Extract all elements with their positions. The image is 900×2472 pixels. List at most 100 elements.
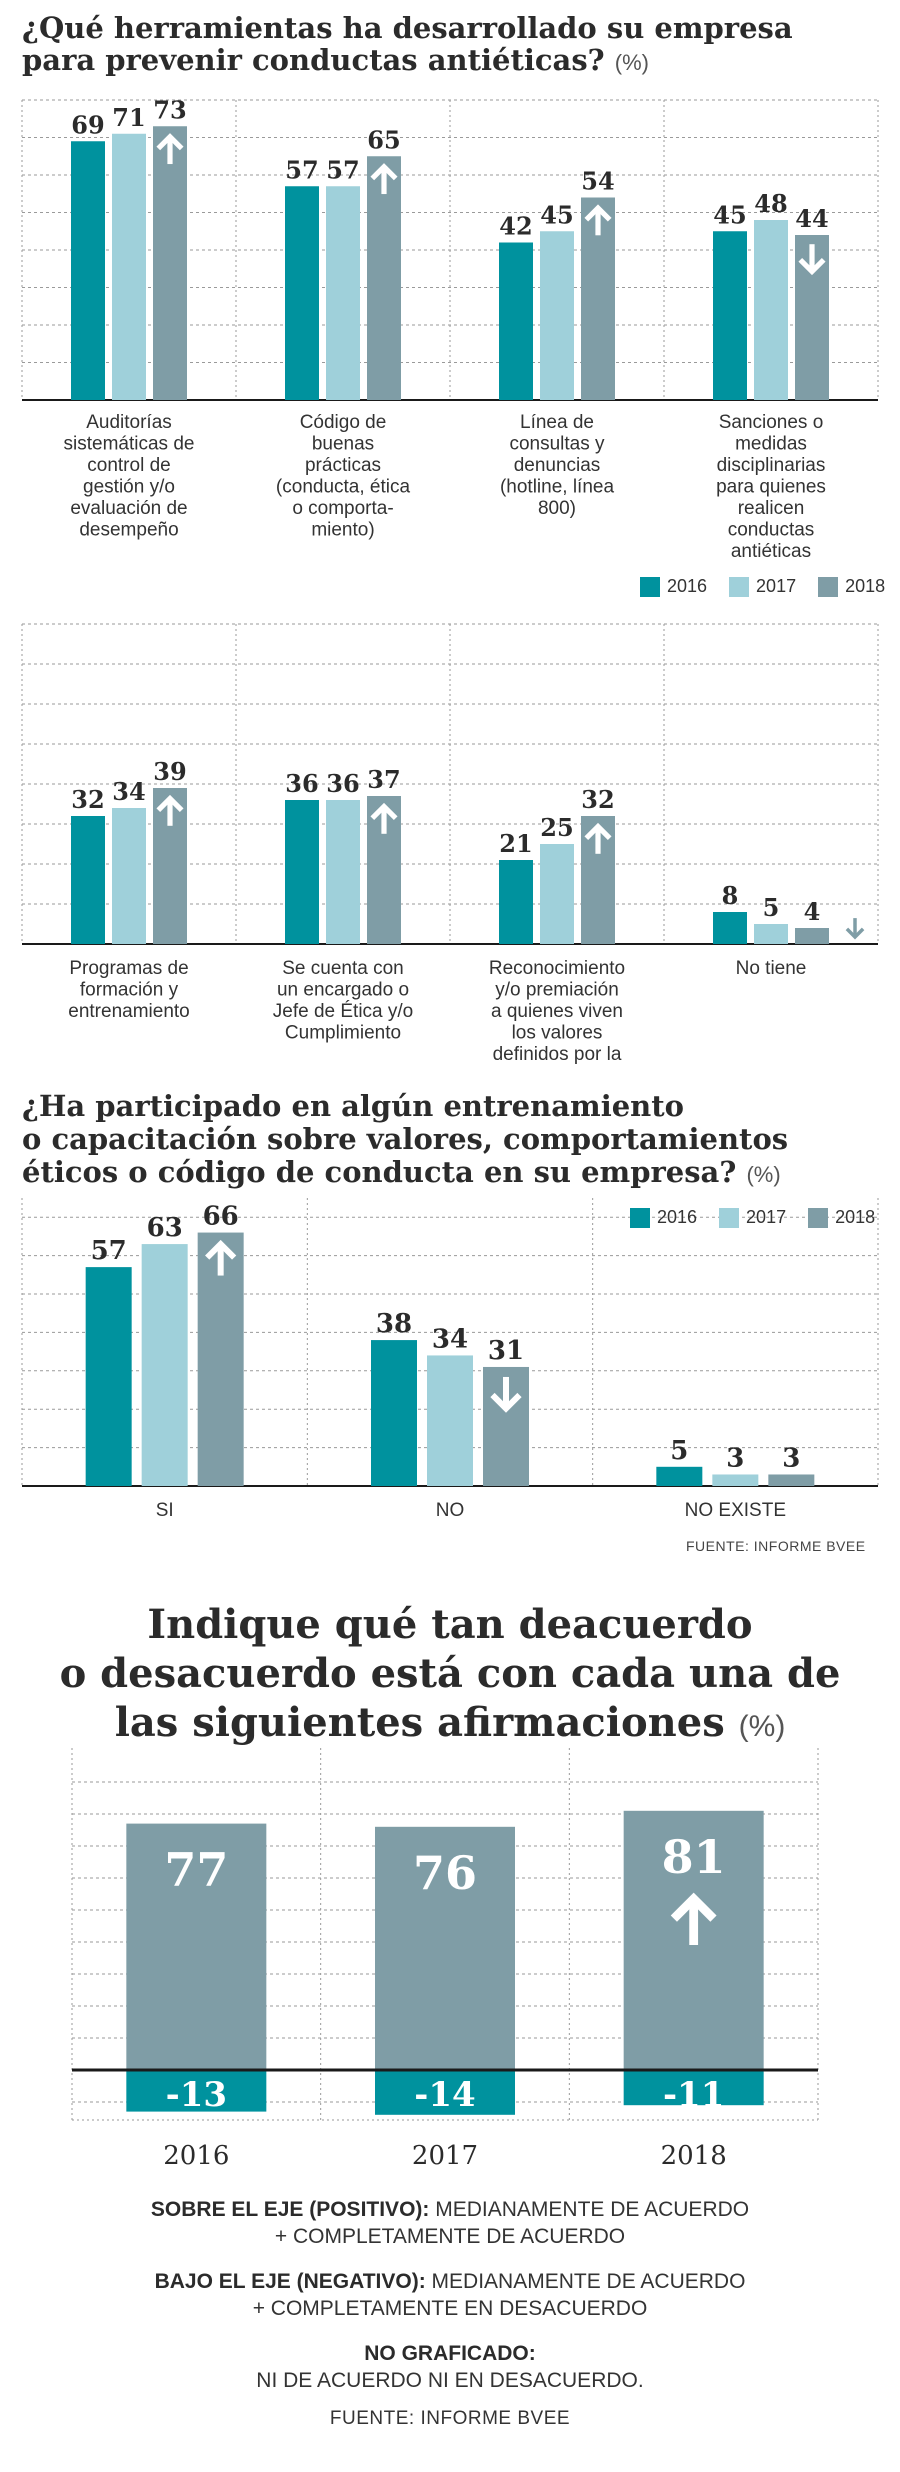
legend2-label-2017: 2017 [746, 1207, 787, 1227]
chart2-category-label-2-line-3: los valores [512, 1023, 603, 1044]
section3-title-line3: las siguientes afirmaciones (%) [0, 1698, 900, 1751]
chart2-bar-0-2017 [112, 808, 146, 944]
chart3-value-label-2-2018: 3 [782, 1443, 800, 1473]
chart2-category-label-0-line-2: entrenamiento [68, 1001, 189, 1022]
chart3-bar-2-2016 [656, 1466, 703, 1486]
chart1-category-label-0-line-4: evaluación de [70, 498, 187, 519]
chart2-value-label-1-2017: 36 [326, 769, 359, 798]
chart1-category-label-3-line-5: conductas [728, 520, 815, 541]
section2-source: FUENTE: INFORME BVEE [686, 1538, 866, 1554]
chart1-trend-arrow-2 [584, 204, 612, 236]
chart1-category-label-2-line-4: 800) [538, 498, 576, 519]
chart3-bar-2-2018 [768, 1474, 815, 1486]
chart2-category-label-2-line-4: definidos por la [493, 1044, 622, 1065]
chart4-negative-label-2017: -14 [414, 2075, 475, 2115]
chart4-trend-arrow-2018-stroke-1 [670, 1892, 717, 1922]
chart1-category-label-1-line-0: Código de [300, 412, 387, 433]
legend-label-2016: 2016 [667, 576, 708, 596]
chart2-bar-0-2016 [71, 816, 105, 944]
section2-title-line3-text: éticos o código de conducta en su empres… [22, 1155, 737, 1189]
chart4-category-label-2016: 2016 [163, 2141, 229, 2171]
chart2-value-label-2-2016: 21 [499, 829, 532, 858]
chart2-bar-3-2018 [795, 928, 829, 944]
chart1-category-label-3-line-4: realicen [738, 498, 805, 519]
notes-negative-label: BAJO EL EJE (NEGATIVO): [154, 2270, 426, 2293]
legend-1: 2016 2017 2018 [640, 576, 885, 597]
section2-title: ¿Ha participado en algún entrenamiento o… [22, 1090, 788, 1191]
chart1-category-label-3-line-6: antiéticas [731, 541, 811, 560]
chart1-value-label-2-2018: 54 [581, 167, 614, 196]
chart1-bar-1-2016 [285, 186, 319, 400]
legend2-swatch-2017 [719, 1207, 740, 1228]
legend2-item-2016: 2016 [630, 1207, 697, 1228]
chart3-bar-0-2016 [85, 1267, 132, 1486]
chart1-value-label-0-2017: 71 [112, 103, 145, 132]
chart-training: 57 63 66 SI 38 34 31 NO 5 3 3 NO EXISTE [21, 1198, 879, 1521]
chart1-value-label-3-2017: 48 [754, 189, 787, 218]
notes-positive-label: SOBRE EL EJE (POSITIVO): [150, 2198, 430, 2221]
chart3-value-label-1-2016: 38 [376, 1309, 412, 1339]
chart1-category-label-1-line-5: miento) [311, 520, 374, 541]
legend-swatch-2016 [640, 576, 660, 597]
legend2-swatch-2018 [808, 1207, 829, 1228]
chart1-category-label-3-line-3: para quienes [716, 477, 826, 498]
chart4-positive-label-2017: 76 [413, 1846, 477, 1900]
chart4-bar-positive-2016 [126, 1823, 267, 2070]
chart1-category-label-1-line-2: prácticas [305, 455, 381, 476]
chart2-bar-1-2016 [285, 800, 319, 944]
legend2-item-2018: 2018 [808, 1207, 875, 1228]
chart1-value-label-3-2016: 45 [713, 200, 746, 229]
chart1-value-label-3-2018: 44 [795, 204, 828, 233]
chart3-value-label-2-2016: 5 [670, 1436, 688, 1466]
chart1-category-label-1-line-1: buenas [312, 434, 374, 455]
chart1-category-label-3-line-1: medidas [735, 434, 807, 455]
chart2-category-label-2-line-5: empresa [520, 1066, 594, 1071]
chart2-trend-arrow-0 [156, 794, 184, 826]
chart3-value-label-0-2018: 66 [203, 1202, 239, 1232]
chart2-value-label-3-2018: 4 [804, 897, 821, 926]
section3-title-line3-text: las siguientes afirmaciones [114, 1699, 725, 1746]
chart2-trend-arrow-2 [584, 822, 612, 854]
chart1-trend-arrow-1 [370, 163, 398, 195]
legend2-label-2016: 2016 [657, 1207, 698, 1227]
legend2-label-2018: 2018 [835, 1207, 876, 1227]
chart1-trend-arrow-0-stroke-1 [156, 133, 184, 151]
chart2-value-label-3-2017: 5 [763, 893, 780, 922]
section1-title-line2: para prevenir conductas antiéticas? (%) [22, 44, 793, 79]
chart4-negative-label-2016: -13 [166, 2075, 227, 2115]
chart1-bar-3-2017 [754, 220, 788, 400]
chart2-category-label-2-line-1: y/o premiación [495, 980, 619, 1001]
section3-title-line1: Indique qué tan deacuerdo [147, 1601, 753, 1648]
chart4-positive-label-2018: 81 [662, 1830, 726, 1884]
legend2-item-2017: 2017 [719, 1207, 786, 1228]
chart1-value-label-0-2018: 73 [153, 95, 186, 124]
chart-agreement: 77 -13 2016 76 -14 2017 81 -11 2018 [71, 1748, 819, 2171]
chart1-category-label-2-line-1: consultas y [509, 434, 605, 455]
chart1-value-label-0-2016: 69 [71, 110, 104, 139]
chart1-trend-arrow-3-stroke-1 [798, 257, 826, 276]
notes-not-graphed-label-text: NO GRAFICADO: [364, 2342, 536, 2365]
chart2-value-label-0-2017: 34 [112, 777, 145, 806]
chart1-category-label-2-line-0: Línea de [520, 412, 594, 433]
section1-title-line2-text: para prevenir conductas antiéticas? [22, 43, 605, 77]
chart4-trend-arrow-2018 [670, 1892, 717, 1945]
chart2-value-label-1-2018: 37 [367, 765, 400, 794]
chart2-value-label-2-2018: 32 [581, 785, 614, 814]
chart3-trend-arrow-0-stroke-1 [205, 1239, 237, 1260]
chart3-trend-arrow-0 [205, 1239, 237, 1276]
notes-positive-text2: + COMPLETAMENTE DE ACUERDO [274, 2225, 626, 2248]
chart2-value-label-3-2016: 8 [722, 881, 739, 910]
section2-unit: (%) [746, 1162, 781, 1187]
chart2-category-label-2-line-0: Reconocimiento [489, 958, 625, 979]
chart3-value-label-2-2017: 3 [726, 1443, 744, 1473]
chart2-bar-2-2017 [540, 844, 574, 944]
chart3-bar-1-2016 [371, 1340, 417, 1486]
chart4-bar-positive-2017 [375, 1826, 515, 2070]
chart1-bar-0-2016 [71, 141, 105, 400]
legend-label-2017: 2017 [756, 576, 797, 596]
chart2-category-label-1-line-1: un encargado o [277, 980, 409, 1001]
section1-title: ¿Qué herramientas ha desarrollado su emp… [22, 12, 793, 79]
chart1-value-label-1-2018: 65 [367, 125, 400, 154]
notes-not-graphed-text: NI DE ACUERDO NI EN DESACUERDO. [256, 2369, 644, 2392]
